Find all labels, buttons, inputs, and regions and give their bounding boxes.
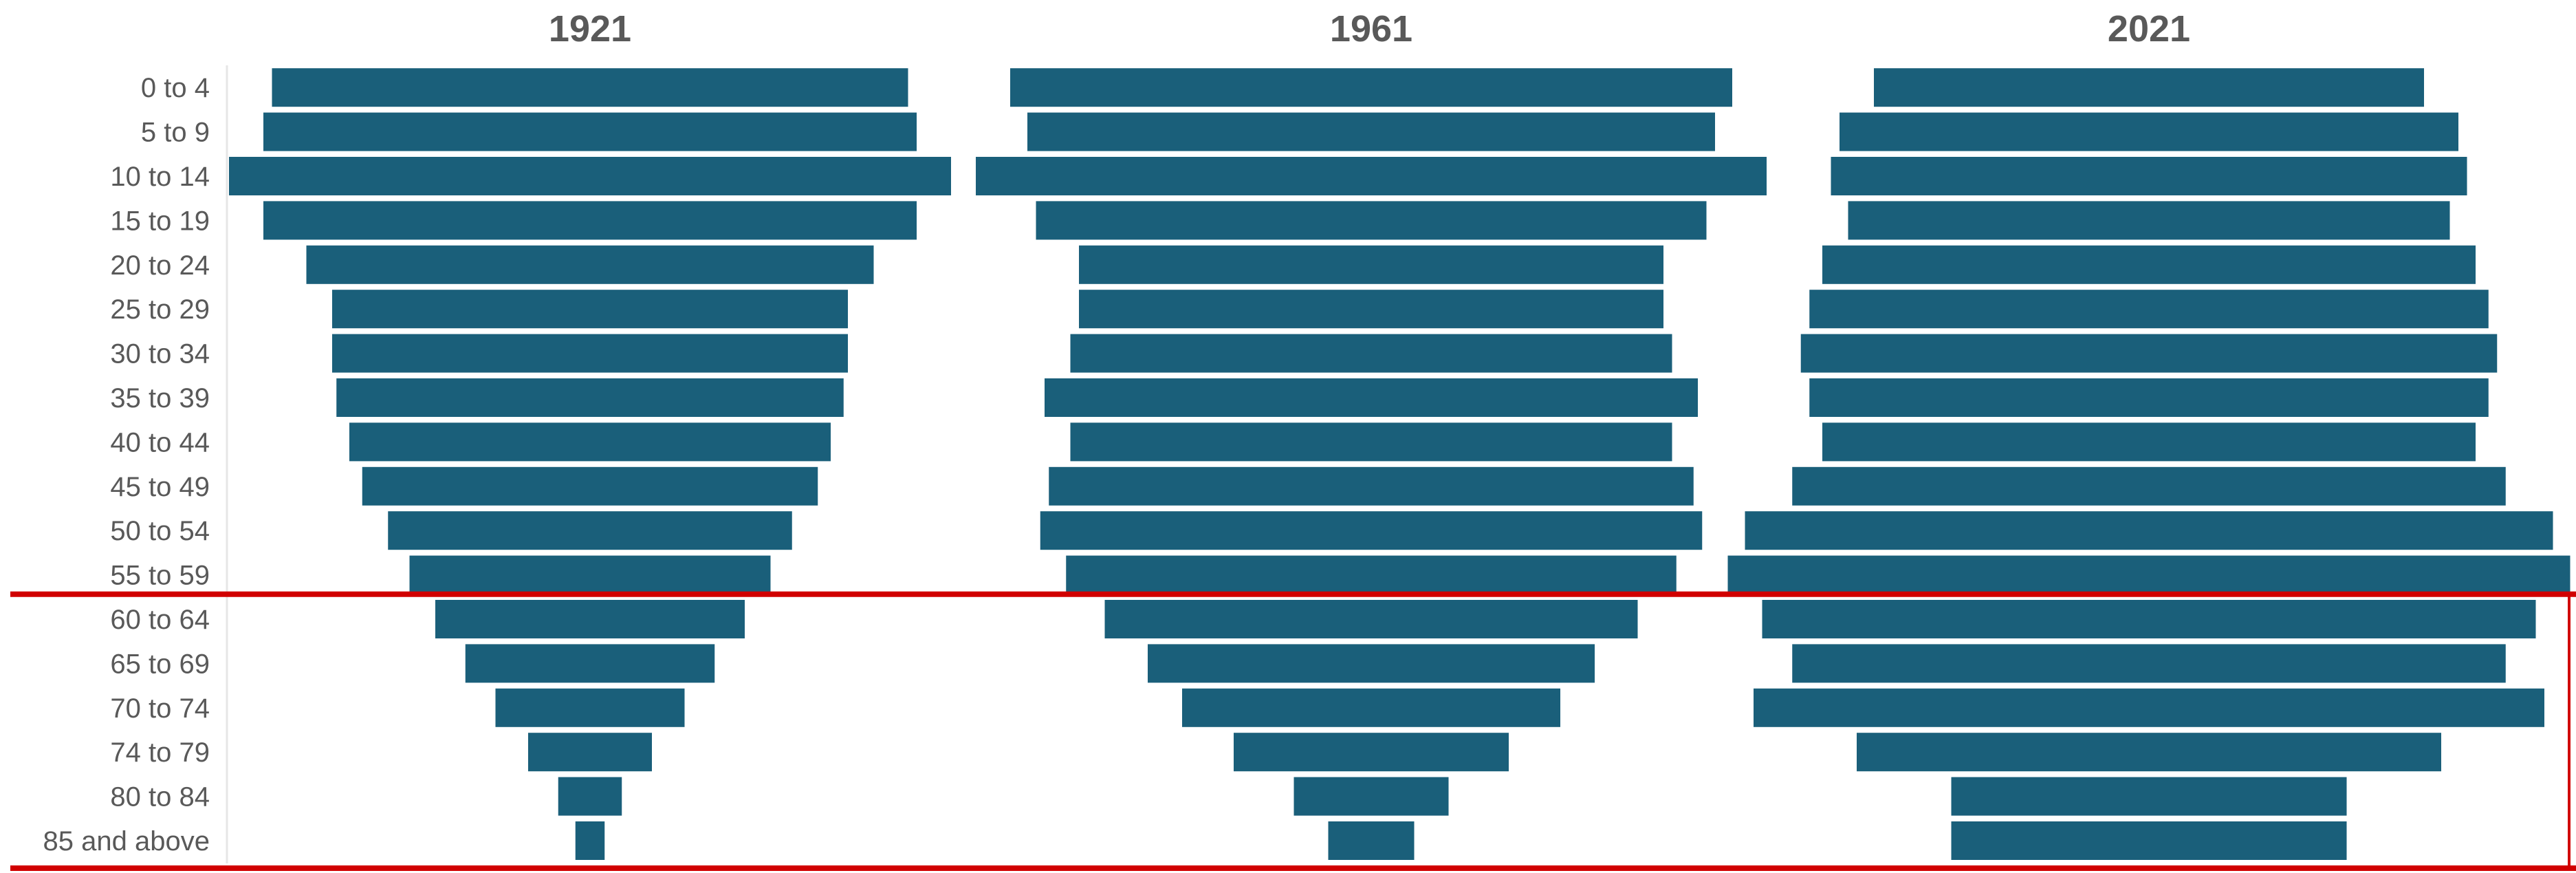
age-label: 85 and above xyxy=(43,826,210,856)
bar xyxy=(1070,334,1672,373)
bar xyxy=(272,68,908,107)
bar xyxy=(1727,555,2570,594)
bar xyxy=(388,511,792,550)
panel-title: 2021 xyxy=(2108,8,2190,50)
bar xyxy=(1079,290,1663,329)
bar xyxy=(1754,688,2544,727)
bar xyxy=(1294,777,1449,816)
age-labels: 0 to 4 5 to 9 10 to 14 15 to 19 20 to 24 25 t… xyxy=(43,73,210,856)
age-label: 35 to 39 xyxy=(110,383,210,413)
age-label: 40 to 44 xyxy=(110,427,210,457)
panel-title: 1921 xyxy=(549,8,631,50)
bar xyxy=(1840,112,2458,151)
bar xyxy=(1066,555,1677,594)
age-label: 80 to 84 xyxy=(110,782,210,812)
bar xyxy=(575,821,605,860)
bar xyxy=(1857,733,2441,772)
bar xyxy=(1822,422,2476,462)
bar xyxy=(1951,777,2347,816)
bar xyxy=(1762,600,2536,638)
bar xyxy=(1951,821,2347,860)
bar xyxy=(409,555,771,594)
bar xyxy=(336,378,844,417)
bar xyxy=(229,157,951,195)
bar xyxy=(1036,201,1707,240)
bar xyxy=(332,334,848,373)
bar xyxy=(1874,68,2424,107)
bar xyxy=(1079,245,1663,284)
age-label: 20 to 24 xyxy=(110,250,210,281)
bar xyxy=(1809,290,2489,329)
bar xyxy=(1045,378,1698,417)
bars xyxy=(229,68,2570,860)
bar xyxy=(306,245,874,284)
bar xyxy=(1027,112,1715,151)
panel-titles: 1921 1961 2021 xyxy=(549,8,2190,50)
bar xyxy=(362,466,818,506)
age-label: 15 to 19 xyxy=(110,206,210,236)
bar xyxy=(976,157,1767,195)
bar xyxy=(349,422,831,462)
highlight xyxy=(10,591,2576,871)
age-label: 30 to 34 xyxy=(110,339,210,369)
bar xyxy=(1792,644,2506,683)
bar xyxy=(1800,334,2498,373)
bar xyxy=(1234,733,1509,772)
age-label: 65 to 69 xyxy=(110,649,210,679)
bar xyxy=(558,777,622,816)
bar xyxy=(1792,466,2506,506)
bar xyxy=(1745,511,2553,550)
bar xyxy=(465,644,715,683)
bar xyxy=(1070,422,1672,462)
age-label: 70 to 74 xyxy=(110,693,210,724)
age-label: 5 to 9 xyxy=(141,118,210,148)
bar xyxy=(528,733,652,772)
age-label: 50 to 54 xyxy=(110,516,210,546)
bar xyxy=(1182,688,1560,727)
bar xyxy=(263,201,917,240)
age-label: 0 to 4 xyxy=(141,73,210,103)
age-label: 74 to 79 xyxy=(110,737,210,768)
bar xyxy=(1148,644,1595,683)
bar xyxy=(495,688,685,727)
bar xyxy=(1831,157,2467,195)
bar xyxy=(1848,201,2450,240)
bar xyxy=(1809,378,2489,417)
age-label: 25 to 29 xyxy=(110,294,210,325)
bar xyxy=(1049,466,1694,506)
bar xyxy=(1104,600,1638,638)
bar xyxy=(435,600,745,638)
bar xyxy=(263,112,917,151)
age-label: 45 to 49 xyxy=(110,472,210,502)
age-label: 10 to 14 xyxy=(110,162,210,192)
bar xyxy=(1328,821,1415,860)
age-label: 55 to 59 xyxy=(110,561,210,591)
bar xyxy=(332,290,848,329)
bar xyxy=(1010,68,1732,107)
bar xyxy=(1040,511,1703,550)
bar xyxy=(1822,245,2476,284)
panel-title: 1961 xyxy=(1330,8,1412,50)
age-label: 60 to 64 xyxy=(110,605,210,635)
